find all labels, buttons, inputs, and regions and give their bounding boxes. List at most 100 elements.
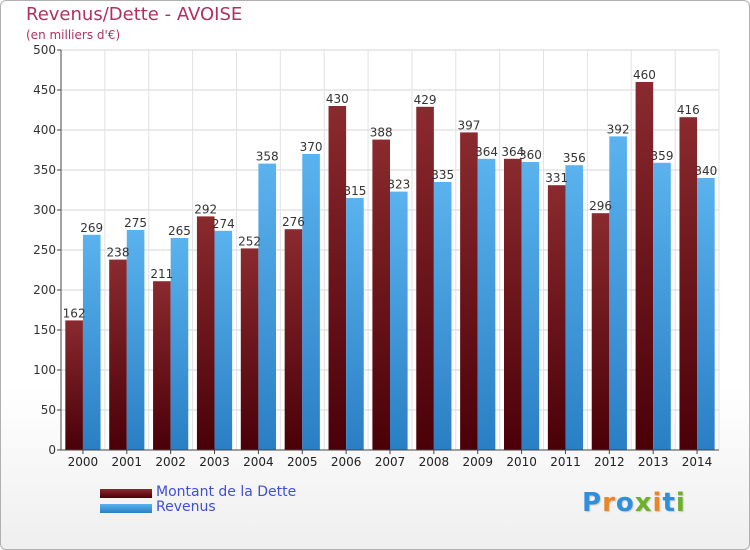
y-tick-label: 350 (33, 163, 56, 177)
data-label-revenus-2009: 364 (475, 145, 498, 159)
y-tick-label: 400 (33, 123, 56, 137)
bar-dette-2012 (591, 213, 610, 450)
bar-revenus-2009 (477, 158, 496, 451)
legend-label-revenus: Revenus (156, 499, 216, 515)
bar-dette-2014 (679, 117, 698, 450)
data-label-revenus-2014: 340 (694, 164, 717, 178)
x-tick-label: 2013 (638, 455, 669, 469)
x-tick-label: 2006 (331, 455, 362, 469)
data-label-dette-2011: 331 (545, 171, 568, 185)
bar-revenus-2000 (82, 234, 101, 450)
bar-revenus-2014 (697, 178, 715, 450)
data-label-dette-2007: 388 (370, 126, 393, 140)
logo-letter: x (634, 488, 653, 518)
logo-letter: r (602, 488, 616, 518)
data-label-revenus-2002: 265 (168, 224, 191, 238)
x-tick-label: 2009 (462, 455, 493, 469)
y-tick-label: 100 (33, 363, 56, 377)
data-label-revenus-2004: 358 (256, 150, 279, 164)
bar-revenus-2004 (258, 163, 276, 450)
y-tick-label: 300 (33, 203, 56, 217)
logo-letter: P (582, 488, 603, 518)
logo-letter: i (675, 488, 686, 518)
data-label-revenus-2005: 370 (300, 140, 323, 154)
logo-letter: o (615, 488, 635, 518)
data-label-revenus-2008: 335 (431, 168, 454, 182)
x-tick-label: 2000 (68, 455, 99, 469)
bar-revenus-2005 (302, 154, 320, 450)
x-tick-label: 2005 (287, 455, 318, 469)
data-label-revenus-2013: 359 (651, 149, 674, 163)
bar-dette-2007 (372, 139, 390, 450)
bar-dette-2010 (504, 158, 522, 451)
bar-revenus-2003 (214, 230, 233, 450)
bar-dette-2009 (460, 132, 478, 450)
x-tick-label: 2002 (155, 455, 186, 469)
bar-revenus-2006 (346, 198, 364, 450)
x-tick-label: 2004 (243, 455, 274, 469)
y-tick-label: 500 (33, 43, 56, 57)
bar-revenus-2007 (390, 191, 408, 450)
legend-swatch-dette (100, 489, 152, 498)
data-label-revenus-2012: 392 (607, 122, 630, 136)
bar-revenus-2002 (170, 238, 189, 450)
x-tick-label: 2011 (550, 455, 581, 469)
bar-dette-2001 (109, 259, 127, 450)
data-label-dette-2013: 460 (633, 68, 656, 82)
y-tick-label: 50 (41, 403, 56, 417)
x-tick-label: 2001 (112, 455, 143, 469)
data-label-dette-2003: 292 (194, 202, 217, 216)
legend-swatch-revenus (100, 504, 152, 513)
data-label-dette-2014: 416 (677, 103, 700, 117)
bar-revenus-2013 (653, 162, 671, 451)
data-label-dette-2001: 238 (107, 246, 130, 260)
data-label-dette-2012: 296 (589, 199, 612, 213)
bar-dette-2008 (416, 106, 434, 451)
data-label-dette-2006: 430 (326, 92, 349, 106)
data-label-dette-2009: 397 (457, 118, 480, 132)
bar-revenus-2011 (565, 165, 584, 450)
chart-title: Revenus/Dette - AVOISE (26, 4, 243, 25)
logo-letter: i (652, 488, 663, 518)
data-label-dette-2010: 364 (501, 145, 524, 159)
data-label-revenus-2003: 274 (212, 217, 235, 231)
y-tick-label: 200 (33, 283, 56, 297)
proxiti-logo: Proxiti (582, 488, 686, 518)
x-tick-label: 2014 (682, 455, 713, 469)
data-label-revenus-2000: 269 (80, 221, 103, 235)
bar-dette-2000 (65, 320, 83, 450)
data-label-dette-2000: 162 (63, 306, 86, 320)
x-tick-label: 2012 (594, 455, 625, 469)
bar-revenus-2012 (609, 136, 627, 450)
data-label-dette-2002: 211 (150, 267, 173, 281)
bar-dette-2002 (153, 281, 171, 450)
x-tick-label: 2010 (506, 455, 537, 469)
data-label-revenus-2010: 360 (519, 148, 542, 162)
bar-revenus-2008 (433, 182, 452, 450)
data-label-dette-2004: 252 (238, 234, 261, 248)
legend-label-dette: Montant de la Dette (156, 484, 297, 500)
y-tick-label: 450 (33, 83, 56, 97)
bar-dette-2003 (196, 216, 215, 450)
bar-revenus-2010 (521, 162, 540, 450)
data-label-revenus-2007: 323 (387, 178, 410, 192)
bar-dette-2004 (240, 248, 259, 450)
bar-dette-2005 (284, 229, 303, 450)
x-tick-label: 2003 (199, 455, 230, 469)
data-label-dette-2005: 276 (282, 215, 305, 229)
bar-dette-2013 (635, 82, 654, 450)
bar-dette-2006 (328, 106, 347, 450)
bar-dette-2011 (547, 185, 566, 450)
logo-letter: t (662, 488, 676, 518)
data-label-dette-2008: 429 (414, 93, 437, 107)
y-tick-label: 150 (33, 323, 56, 337)
chart-subtitle: (en milliers d'€) (26, 28, 121, 42)
data-label-revenus-2011: 356 (563, 151, 586, 165)
data-label-revenus-2006: 315 (343, 184, 366, 198)
y-tick-label: 250 (33, 243, 56, 257)
bar-revenus-2001 (126, 230, 145, 450)
x-tick-label: 2007 (375, 455, 406, 469)
x-tick-label: 2008 (419, 455, 450, 469)
y-tick-label: 0 (48, 443, 56, 457)
